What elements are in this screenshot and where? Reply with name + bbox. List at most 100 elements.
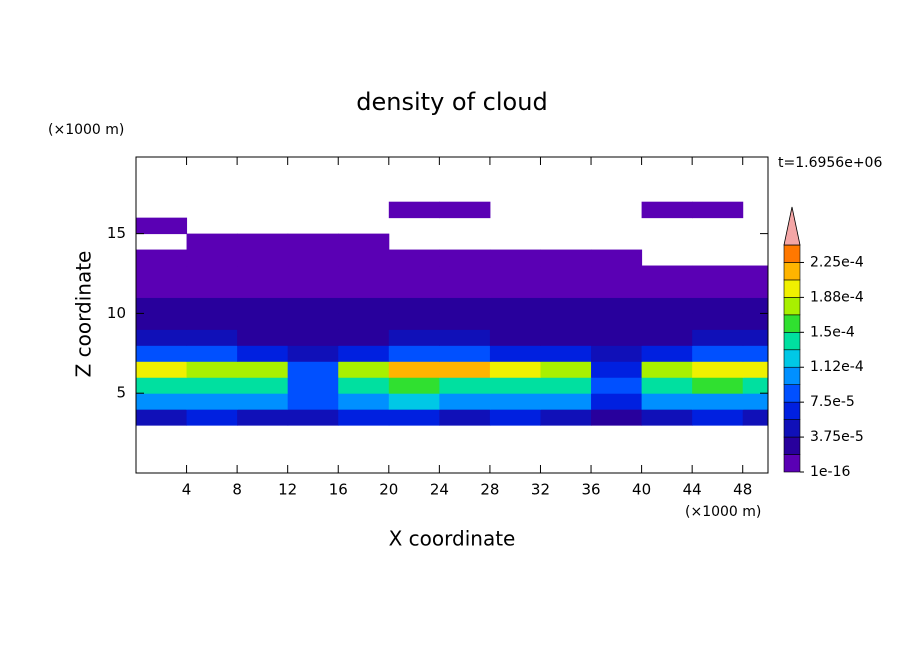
- contour-cell: [540, 361, 592, 378]
- contour-cell: [591, 345, 643, 362]
- contour-cell: [641, 345, 693, 362]
- contour-cell: [489, 393, 541, 410]
- colorbar-bin: [783, 279, 801, 298]
- contour-cell: [439, 361, 491, 378]
- contour-cell: [540, 377, 592, 394]
- x-tick-label: 4: [182, 481, 192, 499]
- x-tick-label: 32: [531, 481, 550, 499]
- contour-cell: [489, 345, 541, 362]
- colorbar-bin: [783, 401, 801, 420]
- contour-cell: [287, 409, 339, 426]
- colorbar-bin: [783, 419, 801, 438]
- contour-cell: [388, 361, 440, 378]
- contour-cell: [540, 297, 592, 314]
- contour-cell: [591, 377, 643, 394]
- contour-cell: [287, 233, 339, 251]
- colorbar-bin: [783, 297, 801, 316]
- x-tick-label: 20: [379, 481, 398, 499]
- contour-cell: [186, 345, 238, 362]
- contour-cell: [338, 265, 390, 282]
- contour-cell: [338, 329, 390, 346]
- contour-cell: [237, 361, 289, 378]
- contour-cell: [692, 345, 744, 362]
- contour-cell: [742, 329, 768, 346]
- contour-cell: [742, 393, 768, 410]
- contour-cell: [388, 377, 440, 394]
- contour-cell: [237, 233, 289, 251]
- contour-cell: [338, 361, 390, 378]
- contour-cell: [742, 281, 768, 298]
- contour-cell: [489, 281, 541, 298]
- contour-cell: [540, 249, 592, 267]
- contour-cell: [287, 313, 339, 330]
- contour-cell: [287, 377, 339, 394]
- contour-cell: [692, 297, 744, 314]
- colorbar-bin: [783, 244, 801, 263]
- contour-cell: [742, 409, 768, 426]
- contour-cell: [439, 265, 491, 282]
- x-tick-label: 36: [581, 481, 600, 499]
- contour-cell: [439, 281, 491, 298]
- contour-cell: [641, 377, 693, 394]
- contour-cell: [237, 329, 289, 346]
- plot-frame: [135, 156, 769, 474]
- contour-cell: [287, 297, 339, 314]
- colorbar-tick-label: 1.88e-4: [810, 289, 864, 305]
- contour-cell: [641, 281, 693, 298]
- contour-cell: [742, 297, 768, 314]
- contour-cell: [186, 233, 238, 251]
- contour-cell: [186, 361, 238, 378]
- colorbar-bin: [783, 436, 801, 455]
- colorbar-tick-label: 1e-16: [810, 464, 850, 480]
- contour-cell: [237, 393, 289, 410]
- contour-cell: [540, 345, 592, 362]
- contour-cell: [540, 393, 592, 410]
- contour-cell: [439, 345, 491, 362]
- contour-cell: [692, 361, 744, 378]
- contour-cell: [540, 329, 592, 346]
- contour-cell: [641, 313, 693, 330]
- contour-cell: [237, 345, 289, 362]
- contour-cell: [641, 329, 693, 346]
- contour-cell: [591, 361, 643, 378]
- contour-cell: [287, 393, 339, 410]
- contour-cell: [136, 377, 188, 394]
- contour-cell: [591, 297, 643, 314]
- contour-cell: [540, 409, 592, 426]
- contour-cell: [136, 297, 188, 314]
- contour-cell: [338, 393, 390, 410]
- contour-cell: [136, 249, 188, 267]
- contour-cell: [489, 329, 541, 346]
- contour-cell: [388, 409, 440, 426]
- contour-cell: [338, 297, 390, 314]
- contour-cell: [186, 313, 238, 330]
- contour-cell: [287, 265, 339, 282]
- contour-cell: [641, 265, 693, 282]
- contour-cell: [742, 377, 768, 394]
- contour-cell: [237, 281, 289, 298]
- contour-cell: [388, 249, 440, 267]
- y-tick-label: 15: [107, 224, 126, 242]
- contour-cell: [388, 393, 440, 410]
- contour-cell: [489, 265, 541, 282]
- x-unit: (×1000 m): [685, 504, 761, 520]
- contour-cell: [338, 233, 390, 251]
- contour-cell: [692, 201, 744, 219]
- contour-cell: [692, 377, 744, 394]
- contour-cell: [186, 377, 238, 394]
- contour-cell: [591, 249, 643, 267]
- contour-cell: [287, 249, 339, 267]
- contour-cell: [591, 393, 643, 410]
- contour-cell: [692, 409, 744, 426]
- contour-cell: [186, 249, 238, 267]
- contour-cell: [439, 409, 491, 426]
- x-tick-label: 12: [278, 481, 297, 499]
- contour-cell: [591, 281, 643, 298]
- contour-cell: [338, 377, 390, 394]
- contour-cell: [641, 361, 693, 378]
- colorbar-tick-label: 2.25e-4: [810, 254, 864, 270]
- contour-cell: [136, 217, 188, 235]
- contour-cell: [237, 313, 289, 330]
- colorbar-tick-label: 3.75e-5: [810, 429, 864, 445]
- contour-cell: [186, 409, 238, 426]
